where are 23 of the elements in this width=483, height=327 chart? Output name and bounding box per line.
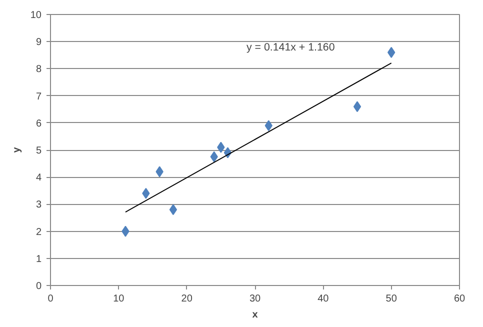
point — [353, 101, 362, 112]
y-tick-label: 7 — [36, 91, 42, 102]
x-tick-label: 10 — [113, 294, 125, 304]
y-tick-label: 8 — [36, 64, 42, 76]
y-tick-label: 9 — [36, 37, 42, 48]
y-tick-label: 5 — [36, 146, 42, 156]
y-tick-label: 2 — [36, 226, 42, 238]
x-tick-label: 20 — [181, 294, 193, 304]
x-tick-label: 60 — [454, 294, 466, 304]
point — [169, 204, 178, 216]
y-tick-label: 10 — [30, 10, 42, 21]
x-axis-title: x — [252, 310, 258, 320]
x-tick-label: 30 — [249, 294, 261, 304]
y-tick-label: 4 — [36, 172, 42, 184]
y-tick-label: 1 — [36, 254, 42, 265]
y-tick-label: 3 — [36, 200, 42, 211]
x-tick-label: 50 — [386, 294, 398, 304]
y-tick-label: 0 — [36, 281, 42, 292]
x-tick-label: 0 — [48, 294, 54, 304]
y-tick-label: 6 — [36, 118, 42, 130]
y-axis-title: y — [11, 146, 22, 153]
x-tick-label: 40 — [318, 294, 330, 304]
annotation: y = 0.141x + 1.160 — [246, 42, 335, 54]
